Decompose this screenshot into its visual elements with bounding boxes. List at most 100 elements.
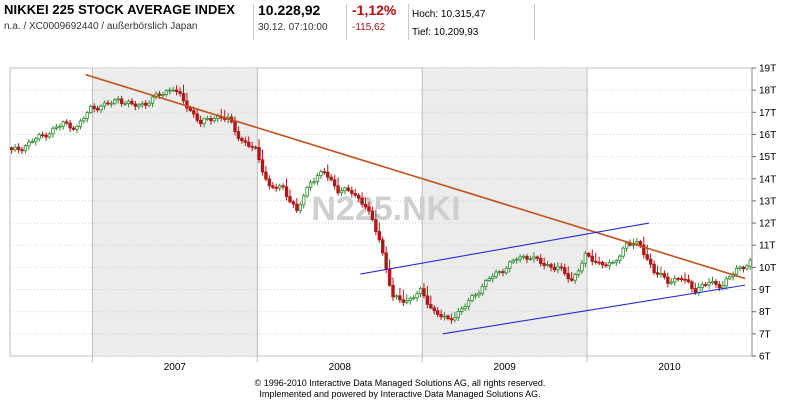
candle-down <box>559 266 564 269</box>
low-value: 10.209,93 <box>433 27 479 38</box>
candle-down <box>552 266 557 271</box>
candle-down <box>377 231 381 241</box>
candle-down <box>425 295 430 305</box>
candle-down <box>240 138 244 142</box>
candle-down <box>401 299 406 303</box>
candle-up <box>456 311 460 318</box>
year-shade <box>92 68 258 356</box>
y-tick-label: 9T <box>759 285 771 296</box>
trendline-down <box>85 73 746 280</box>
candle-down <box>384 252 388 270</box>
candle-up <box>82 117 86 122</box>
candle-up <box>47 133 52 138</box>
candle-up <box>514 258 519 261</box>
candle-up <box>312 181 316 184</box>
high-value: 10.315,47 <box>440 9 486 20</box>
candle-down <box>703 284 708 286</box>
candle-up <box>161 94 165 96</box>
candle-down <box>501 271 505 274</box>
candle-up <box>745 265 749 270</box>
candle-up <box>611 261 615 264</box>
y-tick-label: 8T <box>759 307 771 318</box>
candle-down <box>119 98 124 104</box>
candle-down <box>157 93 162 96</box>
candle-up <box>137 104 141 107</box>
candle-up <box>298 204 302 211</box>
candle-up <box>453 317 457 321</box>
candle-up <box>123 102 127 105</box>
candle-down <box>267 178 272 187</box>
header-divider <box>408 4 409 40</box>
header-divider <box>346 4 347 40</box>
candle-down <box>690 281 694 289</box>
candle-up <box>545 264 550 266</box>
candle-up <box>109 102 114 105</box>
candle-down <box>356 194 361 199</box>
candle-up <box>659 273 663 275</box>
candle-down <box>44 134 48 138</box>
candle-up <box>78 120 83 127</box>
candle-down <box>130 100 134 105</box>
candle-up <box>319 171 323 177</box>
candle-down <box>257 146 261 161</box>
candle-up <box>511 259 515 263</box>
day-low: Tief: 10.209,93 <box>412 26 532 40</box>
candle-down <box>336 185 340 194</box>
candle-up <box>408 297 412 302</box>
candle-down <box>192 110 196 115</box>
candle-up <box>394 295 399 298</box>
candle-up <box>697 286 701 293</box>
candle-up <box>673 278 677 283</box>
candle-up <box>508 261 512 269</box>
candle-down <box>40 134 45 137</box>
candle-up <box>168 89 172 92</box>
candle-down <box>381 239 385 254</box>
candle-down <box>549 264 553 268</box>
header-divider <box>534 4 535 40</box>
candle-up <box>34 138 38 143</box>
candle-down <box>92 105 96 109</box>
candle-down <box>346 187 351 191</box>
candle-up <box>556 266 560 271</box>
candle-up <box>635 241 639 244</box>
candle-up <box>624 242 629 249</box>
candle-down <box>360 197 364 205</box>
candle-down <box>64 121 69 124</box>
candle-up <box>75 126 79 130</box>
candle-up <box>343 187 347 192</box>
candle-down <box>686 279 691 283</box>
candle-up <box>37 134 41 140</box>
candle-down <box>648 258 653 265</box>
instrument-subtitle: n.a. / XC0009692440 / außerbörslich Japa… <box>4 21 198 32</box>
candle-down <box>264 171 268 180</box>
candle-up <box>497 271 502 273</box>
candle-up <box>308 182 313 188</box>
candle-up <box>315 175 320 183</box>
candle-down <box>281 185 285 188</box>
candle-up <box>532 256 536 260</box>
change-cell: -1,12% -115,62 <box>352 2 408 42</box>
candle-up <box>126 100 131 104</box>
candle-up <box>724 278 728 287</box>
candle-down <box>95 108 100 111</box>
candle-up <box>202 118 206 125</box>
candle-up <box>504 267 509 274</box>
candle-up <box>89 105 93 114</box>
candle-down <box>322 171 327 174</box>
candle-down <box>652 263 656 274</box>
candle-down <box>387 268 392 286</box>
candle-down <box>174 89 179 92</box>
candle-up <box>710 280 715 284</box>
change-percent: -1,12% <box>352 2 397 18</box>
candle-down <box>374 219 378 232</box>
candle-up <box>573 274 577 281</box>
candle-down <box>71 127 76 130</box>
candle-down <box>435 310 440 315</box>
quote-datetime: 30.12. 07:10:00 <box>258 22 328 33</box>
candle-down <box>271 185 275 188</box>
candle-up <box>23 145 28 152</box>
candle-up <box>405 300 409 303</box>
day-high: Hoch: 10.315,47 <box>412 8 532 22</box>
range-cell: Hoch: 10.315,47 Tief: 10.209,93 <box>412 2 532 42</box>
candle-down <box>370 210 375 221</box>
